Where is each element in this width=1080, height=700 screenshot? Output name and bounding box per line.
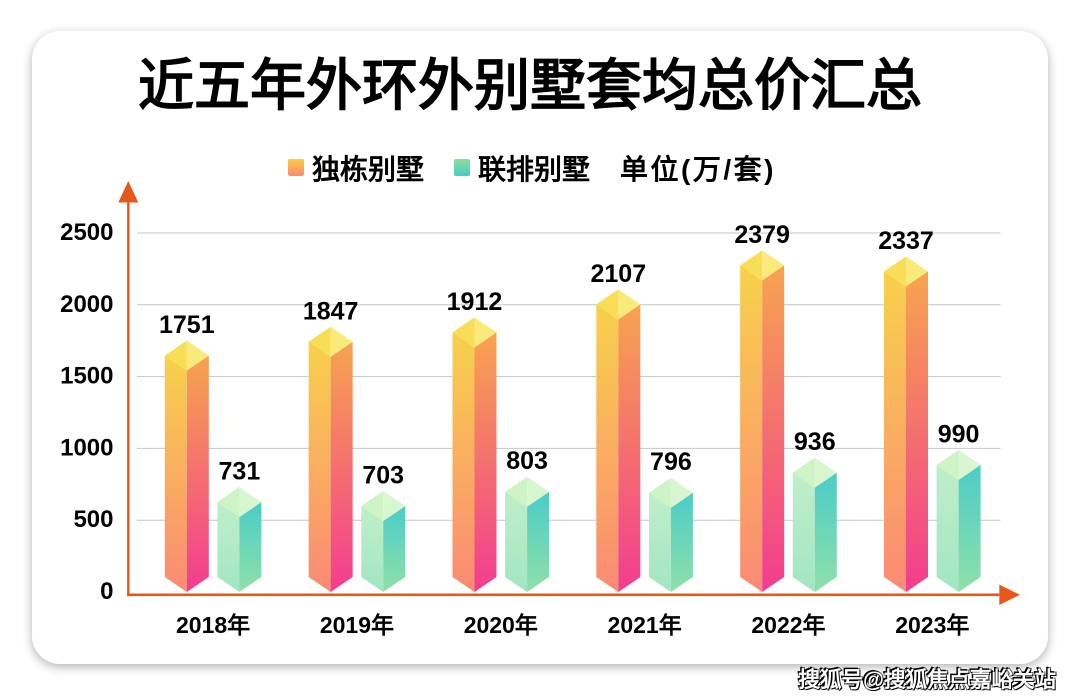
y-tick-label-1500: 1500 xyxy=(60,363,113,390)
legend: 独栋别墅 联排别墅 单位(万/套) xyxy=(288,152,776,185)
bar-联排别墅-2018年 xyxy=(217,487,262,592)
bars xyxy=(164,250,981,592)
value-label-独栋别墅-2023年: 2337 xyxy=(878,227,934,255)
legend-label-townhouse: 联排别墅 xyxy=(478,153,591,185)
legend-unit-label: 单位(万/套) xyxy=(620,153,776,185)
y-tick-labels: 0 500 1000 1500 2000 2500 xyxy=(60,219,113,605)
y-tick-label-1000: 1000 xyxy=(60,434,113,461)
legend-swatch-townhouse xyxy=(454,159,471,176)
bar-独栋别墅-2019年 xyxy=(308,326,353,592)
chart-title: 近五年外环外别墅套均总价汇总 xyxy=(138,54,922,117)
value-label-联排别墅-2020年: 803 xyxy=(506,447,548,475)
watermark: 搜狐号@搜狐焦点嘉峪关站 xyxy=(798,667,1057,693)
y-tick-label-2500: 2500 xyxy=(60,219,113,246)
value-label-独栋别墅-2021年: 2107 xyxy=(591,260,647,288)
gridlines xyxy=(137,232,1001,521)
legend-label-detached-villa: 独栋别墅 xyxy=(312,153,425,185)
value-label-联排别墅-2019年: 703 xyxy=(362,462,404,490)
value-label-独栋别墅-2020年: 1912 xyxy=(447,288,503,316)
y-tick-label-2000: 2000 xyxy=(60,291,113,318)
value-label-独栋别墅-2018年: 1751 xyxy=(159,311,215,339)
legend-swatch-detached-villa xyxy=(288,159,304,176)
category-label-2018年: 2018年 xyxy=(176,612,250,638)
bar-联排别墅-2022年 xyxy=(792,457,837,592)
bar-独栋别墅-2021年 xyxy=(596,289,641,592)
value-labels: 1751 731 1847 703 1912 803 2107 796 2379 936 2337 9… xyxy=(159,221,979,490)
bar-独栋别墅-2022年 xyxy=(740,250,785,592)
category-label-2020年: 2020年 xyxy=(464,612,538,638)
value-label-联排别墅-2022年: 936 xyxy=(794,428,836,456)
bar-联排别墅-2021年 xyxy=(648,477,693,592)
y-tick-label-500: 500 xyxy=(73,506,113,533)
y-tick-label-0: 0 xyxy=(100,578,113,605)
value-label-联排别墅-2018年: 731 xyxy=(219,458,261,486)
axes xyxy=(118,181,1020,605)
y-axis-line xyxy=(127,202,130,597)
value-label-独栋别墅-2022年: 2379 xyxy=(734,221,790,249)
bar-独栋别墅-2018年 xyxy=(164,340,209,592)
bar-联排别墅-2023年 xyxy=(936,449,981,592)
bar-联排别墅-2020年 xyxy=(505,476,550,592)
value-label-独栋别墅-2019年: 1847 xyxy=(303,297,359,325)
y-axis-arrow xyxy=(118,181,139,203)
category-label-2023年: 2023年 xyxy=(895,612,969,638)
value-label-联排别墅-2023年: 990 xyxy=(938,420,980,448)
legend-unit-item: 单位(万/套) xyxy=(620,148,776,188)
legend-item-detached-villa: 独栋别墅 xyxy=(288,148,424,188)
category-label-2022年: 2022年 xyxy=(751,612,825,638)
category-label-2019年: 2019年 xyxy=(320,612,394,638)
bar-联排别墅-2019年 xyxy=(361,491,406,592)
x-axis-line xyxy=(127,593,1000,597)
category-label-2021年: 2021年 xyxy=(608,612,682,638)
legend-item-townhouse: 联排别墅 xyxy=(454,148,590,188)
value-label-联排别墅-2021年: 796 xyxy=(650,448,692,476)
bar-独栋别墅-2020年 xyxy=(452,317,497,592)
x-axis-arrow xyxy=(999,584,1020,605)
bar-独栋别墅-2023年 xyxy=(884,256,928,592)
